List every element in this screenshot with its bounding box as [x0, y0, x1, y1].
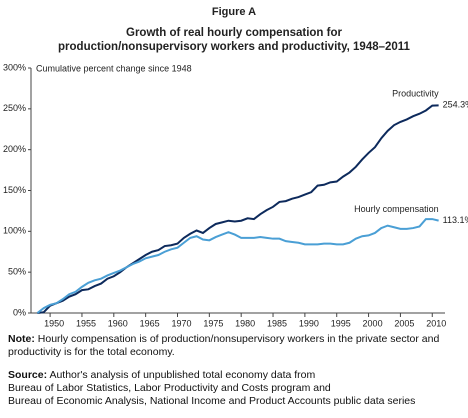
- x-tick-label: 2000: [363, 318, 383, 328]
- chart: Figure A Growth of real hourly compensat…: [3, 6, 468, 328]
- x-tick-label: 2005: [394, 318, 414, 328]
- chart-title: production/nonsupervisory workers and pr…: [58, 41, 411, 53]
- source-text: Bureau of Economic Analysis, National In…: [8, 395, 416, 407]
- x-tick-label: 1985: [267, 318, 287, 328]
- y-axis-label: Cumulative percent change since 1948: [36, 63, 192, 73]
- x-tick-label: 1955: [76, 318, 96, 328]
- y-tick-label: 50%: [8, 267, 26, 277]
- source-text: Author's analysis of unpublished total e…: [49, 369, 316, 381]
- figure-label: Figure A: [212, 6, 256, 18]
- x-tick-label: 2010: [426, 318, 446, 328]
- source-text: Bureau of Labor Statistics, Labor Produc…: [8, 382, 331, 394]
- series-label: Hourly compensation: [354, 204, 439, 214]
- chart-title: Growth of real hourly compensation for: [126, 27, 342, 39]
- note-label: Note:: [8, 333, 35, 345]
- x-tick-label: 1960: [108, 318, 128, 328]
- y-tick-label: 150%: [3, 185, 26, 195]
- notes: Note: Hourly compensation is of producti…: [8, 333, 463, 408]
- note-text: Hourly compensation is of production/non…: [8, 333, 440, 358]
- value-label: 254.3%: [443, 100, 468, 110]
- source: Source: Author's analysis of unpublished…: [8, 369, 463, 382]
- series-line: [36, 218, 439, 314]
- value-label: 113.1%: [443, 215, 468, 225]
- x-tick-label: 1995: [331, 318, 351, 328]
- x-tick-label: 1965: [140, 318, 160, 328]
- x-tick-label: 1970: [171, 318, 191, 328]
- note: Note: Hourly compensation is of producti…: [8, 333, 463, 359]
- series-line: [37, 104, 439, 314]
- y-tick-label: 300%: [3, 62, 26, 72]
- x-tick-label: 1980: [235, 318, 255, 328]
- series-label: Productivity: [392, 89, 439, 99]
- y-tick-label: 250%: [3, 103, 26, 113]
- source-label: Source:: [8, 369, 48, 381]
- y-tick-label: 200%: [3, 144, 26, 154]
- y-tick-label: 100%: [3, 226, 26, 236]
- x-tick-label: 1975: [203, 318, 223, 328]
- x-tick-label: 1990: [299, 318, 319, 328]
- y-tick-label: 0%: [13, 307, 26, 317]
- x-tick-label: 1950: [44, 318, 64, 328]
